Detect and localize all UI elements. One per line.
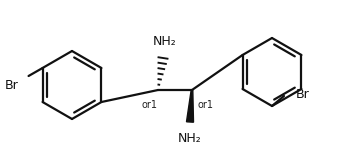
Text: or1: or1: [198, 100, 214, 110]
Text: or1: or1: [142, 100, 158, 110]
Text: Br: Br: [296, 88, 310, 100]
Text: NH₂: NH₂: [153, 35, 177, 48]
Polygon shape: [187, 90, 193, 122]
Text: NH₂: NH₂: [178, 132, 202, 145]
Text: Br: Br: [5, 79, 19, 92]
